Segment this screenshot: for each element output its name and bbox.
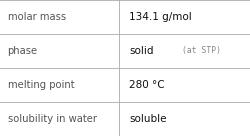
- Text: solubility in water: solubility in water: [8, 114, 96, 124]
- Text: phase: phase: [8, 46, 38, 56]
- Text: melting point: melting point: [8, 80, 74, 90]
- Text: soluble: soluble: [129, 114, 166, 124]
- Text: 134.1 g/mol: 134.1 g/mol: [129, 12, 191, 22]
- Text: (at STP): (at STP): [181, 47, 220, 55]
- Text: solid: solid: [129, 46, 153, 56]
- Text: 280 °C: 280 °C: [129, 80, 164, 90]
- Text: molar mass: molar mass: [8, 12, 66, 22]
